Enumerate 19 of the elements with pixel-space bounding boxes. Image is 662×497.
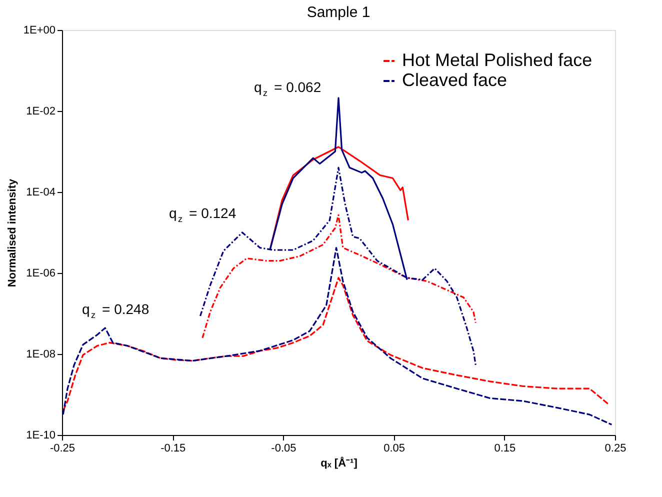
line-series [62, 246, 612, 426]
x-tick-label: -0.05 [271, 442, 296, 454]
y-tick-label: 1E-10 [26, 430, 56, 442]
y-tick-label: 1E+00 [23, 24, 56, 36]
x-tick-label: 0.15 [494, 442, 516, 454]
x-tick-label: -0.25 [50, 442, 76, 454]
x-tick-label: -0.15 [160, 442, 186, 454]
legend-label: Hot Metal Polished face [402, 50, 592, 70]
line-series [62, 277, 610, 412]
y-axis-title: Normalised intensity [6, 178, 18, 288]
y-tick-label: 1E-02 [26, 106, 56, 118]
y-tick-label: 1E-04 [26, 186, 56, 198]
legend-label: Cleaved face [402, 70, 508, 90]
x-tick-label: 0.05 [384, 442, 406, 454]
y-tick-label: 1E-08 [26, 348, 56, 360]
x-tick-label: 0.25 [604, 442, 626, 454]
chart-title: Sample 1 [306, 4, 370, 21]
x-axis-title: qₓ [Å⁻¹] [320, 456, 358, 470]
y-tick-label: 1E-06 [26, 268, 56, 280]
